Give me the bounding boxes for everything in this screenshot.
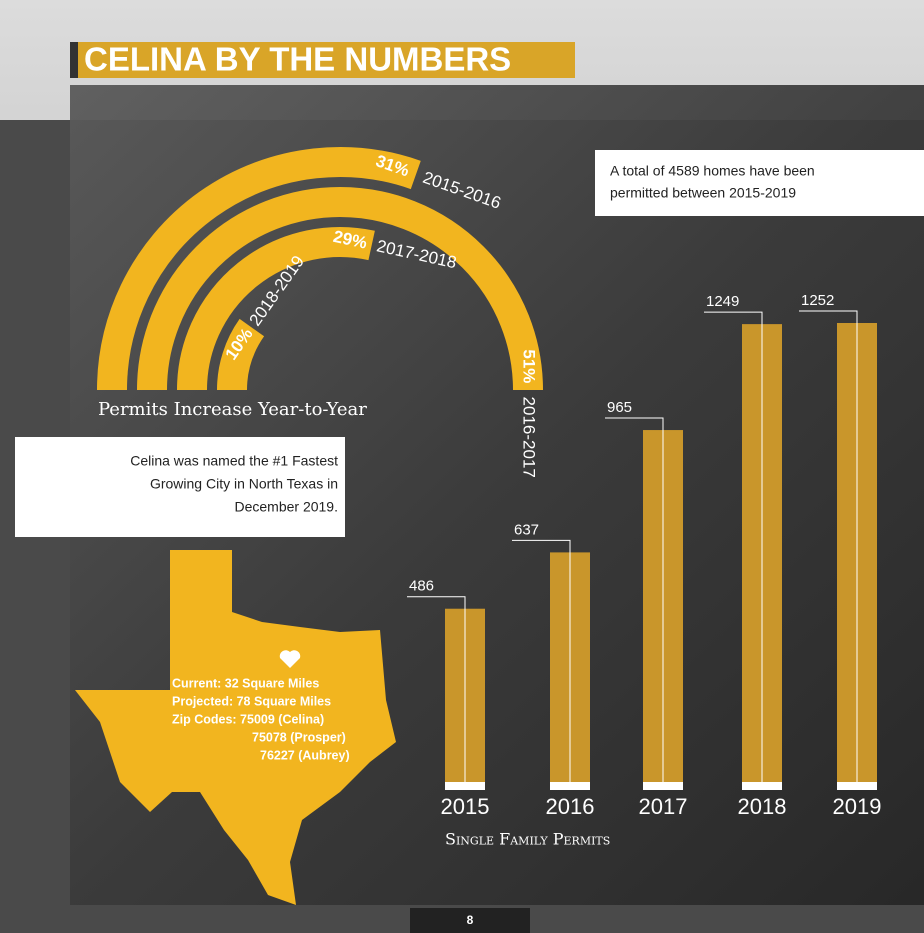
x-tick-label: 2016: [546, 794, 595, 819]
map-text: 75078 (Prosper): [252, 730, 346, 744]
x-tick-label: 2015: [441, 794, 490, 819]
map-text: 76227 (Aubrey): [260, 748, 350, 762]
value-label: 637: [514, 521, 539, 538]
x-tick-label: 2018: [738, 794, 787, 819]
x-tick-label: 2017: [639, 794, 688, 819]
note-text: Growing City in North Texas in: [150, 476, 338, 492]
value-label: 51%: [519, 349, 538, 383]
bar-base: [550, 782, 590, 790]
map-text: Current: 32 Square Miles: [172, 676, 319, 690]
note-text: December 2019.: [234, 499, 338, 515]
bar-base: [643, 782, 683, 790]
value-label: 486: [409, 578, 434, 595]
note-box: [595, 150, 924, 216]
bar-base: [445, 782, 485, 790]
bar-base: [837, 782, 877, 790]
chart-title: Permits Increase Year-to-Year: [98, 399, 367, 420]
chart-title: Single Family Permits: [445, 830, 610, 849]
note-text: Celina was named the #1 Fastest: [130, 453, 338, 469]
value-label: 1252: [801, 292, 834, 309]
category-label: 2016-2017: [519, 397, 538, 478]
value-label: 1249: [706, 293, 739, 310]
x-tick-label: 2019: [833, 794, 882, 819]
bar-base: [742, 782, 782, 790]
note-text: A total of 4589 homes have been: [610, 163, 815, 179]
title: CELINA BY THE NUMBERS: [84, 41, 511, 78]
page-number: 8: [467, 913, 474, 927]
title-mark: [70, 42, 78, 78]
value-label: 965: [607, 399, 632, 416]
page: CELINA BY THE NUMBERS A total of 4589 ho…: [0, 0, 924, 933]
note-text: permitted between 2015-2019: [610, 185, 796, 201]
map-text: Zip Codes: 75009 (Celina): [172, 712, 324, 726]
map-text: Projected: 78 Square Miles: [172, 694, 331, 708]
